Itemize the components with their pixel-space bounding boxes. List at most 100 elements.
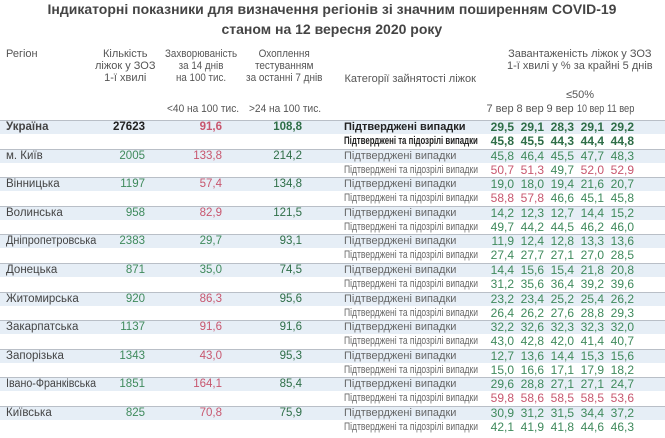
testing-threshold: >24 на 100 тис. — [249, 103, 322, 115]
suspected-load-value: 16,6 — [520, 362, 544, 377]
category-confirmed: Підтверджені випадки — [344, 264, 457, 276]
table-row: Донецька 871 35,0 74,5 Підтверджені випа… — [0, 263, 665, 293]
suspected-load-value: 52,9 — [610, 162, 634, 177]
morbidity-value: 29,7 — [199, 235, 222, 248]
confirmed-load-value: 15,2 — [610, 205, 634, 220]
header-load: Завантаженість ліжок у ЗОЗ 1-ї хвилі у % … — [507, 48, 653, 72]
category-confirmed: Підтверджені випадки — [344, 292, 457, 305]
suspected-load-value: 59,8 — [490, 391, 514, 406]
day-header: 9 вер — [546, 103, 574, 115]
suspected-load-value: 26,4 — [490, 305, 514, 320]
testing-value: 134,8 — [273, 178, 302, 191]
page-subtitle: станом на 12 вересня 2020 року — [221, 21, 443, 37]
category-confirmed: Підтверджені випадки — [344, 407, 457, 419]
confirmed-load-value: 45,8 — [490, 148, 514, 163]
beds-value: 958 — [125, 206, 145, 219]
suspected-load-value: 40,7 — [610, 334, 634, 349]
header-line: за останні 7 днів — [246, 72, 323, 84]
suspected-load-value: 27,4 — [490, 248, 514, 263]
beds-value: 27623 — [113, 121, 145, 133]
morbidity-value: 164,1 — [193, 378, 222, 391]
confirmed-load-value: 31,2 — [520, 406, 544, 420]
confirmed-load-value: 24,7 — [610, 377, 634, 392]
page-title: Індикаторні показники для визначення рег… — [47, 1, 617, 17]
suspected-load-value: 44,8 — [610, 134, 634, 148]
category-suspected: Підтверджені та підозрілі випадки — [344, 363, 478, 376]
confirmed-load-value: 21,6 — [580, 177, 604, 192]
day-header: 10 вер — [576, 103, 604, 115]
region-name: м. Київ — [6, 149, 43, 162]
suspected-load-value: 41,8 — [550, 420, 574, 434]
morbidity-value: 70,8 — [199, 407, 222, 419]
row-band — [0, 149, 665, 163]
suspected-load-value: 49,7 — [550, 162, 574, 177]
morbidity-threshold: <40 на 100 тис. — [167, 103, 240, 115]
suspected-load-value: 42,0 — [550, 334, 574, 349]
row-band — [0, 121, 665, 134]
category-suspected: Підтверджені та підозрілі випадки — [344, 135, 478, 147]
suspected-load-value: 45,5 — [520, 134, 544, 148]
confirmed-load-value: 12,7 — [490, 348, 514, 363]
category-confirmed: Підтверджені випадки — [344, 349, 457, 362]
testing-value: 214,2 — [273, 149, 302, 162]
suspected-load-value: 39,6 — [610, 277, 634, 291]
confirmed-load-value: 32,6 — [520, 320, 544, 335]
suspected-load-value: 44,6 — [580, 420, 604, 434]
suspected-load-value: 28,8 — [580, 305, 604, 320]
category-confirmed: Підтверджені випадки — [344, 206, 457, 219]
suspected-load-value: 31,2 — [490, 277, 514, 291]
confirmed-load-value: 34,4 — [580, 406, 604, 420]
suspected-load-value: 42,8 — [520, 334, 544, 349]
table-row: Запорізька 1343 43,0 95,3 Підтверджені в… — [0, 348, 665, 379]
morbidity-value: 91,6 — [199, 321, 222, 334]
confirmed-load-value: 32,3 — [580, 320, 604, 335]
confirmed-load-value: 20,7 — [610, 177, 634, 192]
suspected-load-value: 44,5 — [550, 219, 574, 234]
confirmed-load-value: 46,4 — [520, 148, 544, 163]
suspected-load-value: 45,1 — [580, 191, 604, 206]
row-band — [0, 292, 665, 306]
suspected-load-value: 58,5 — [580, 391, 604, 406]
beds-value: 1851 — [119, 378, 145, 391]
beds-value: 2383 — [119, 235, 145, 248]
suspected-load-value: 46,3 — [610, 420, 634, 434]
suspected-load-value: 26,2 — [520, 305, 544, 320]
morbidity-value: 133,8 — [193, 149, 222, 162]
region-name: Волинська — [6, 206, 63, 219]
confirmed-load-value: 23,2 — [490, 291, 514, 306]
suspected-load-value: 46,0 — [610, 219, 634, 234]
testing-value: 74,5 — [279, 264, 302, 276]
suspected-load-value: 49,7 — [490, 219, 514, 234]
suspected-load-value: 58,5 — [550, 391, 574, 406]
beds-value: 825 — [125, 407, 145, 419]
confirmed-load-value: 14,4 — [550, 348, 574, 363]
category-suspected: Підтверджені та підозрілі випадки — [344, 249, 478, 262]
confirmed-load-value: 31,5 — [550, 406, 574, 420]
confirmed-load-value: 12,8 — [550, 234, 574, 249]
region-name: Житомирська — [6, 292, 79, 305]
confirmed-load-value: 15,3 — [580, 348, 604, 363]
confirmed-load-value: 15,6 — [520, 263, 544, 277]
category-suspected: Підтверджені та підозрілі випадки — [344, 278, 478, 290]
row-band — [0, 206, 665, 220]
morbidity-value: 35,0 — [199, 264, 222, 276]
beds-value: 871 — [125, 264, 145, 276]
confirmed-load-value: 15,6 — [610, 348, 634, 363]
table-row: Закарпатська 1137 91,6 91,6 Підтверджені… — [0, 320, 665, 350]
suspected-load-value: 27,6 — [550, 305, 574, 320]
confirmed-load-value: 29,1 — [520, 120, 544, 134]
suspected-load-value: 36,4 — [550, 277, 574, 291]
suspected-load-value: 41,4 — [580, 334, 604, 349]
suspected-load-value: 42,1 — [490, 420, 514, 434]
day-header: 7 вер — [486, 103, 514, 115]
header-line: Кількість — [102, 48, 148, 60]
suspected-load-value: 18,2 — [610, 362, 634, 377]
testing-value: 108,8 — [273, 121, 302, 133]
confirmed-load-value: 13,6 — [520, 348, 544, 363]
header-line: на 100 тис. — [175, 72, 227, 84]
confirmed-load-value: 15,4 — [550, 263, 574, 277]
beds-value: 920 — [125, 292, 145, 305]
suspected-load-value: 53,6 — [610, 391, 634, 406]
suspected-load-value: 58,6 — [520, 391, 544, 406]
confirmed-load-value: 19,0 — [490, 177, 514, 192]
